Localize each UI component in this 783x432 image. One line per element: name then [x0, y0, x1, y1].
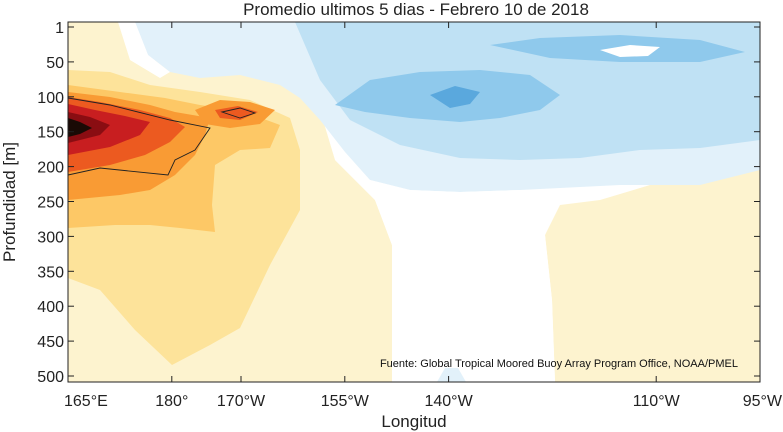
y-tick-label: 300 — [37, 229, 64, 246]
contour-cool-white — [600, 45, 660, 57]
y-tick-label: 450 — [37, 334, 64, 351]
y-tick-label: 200 — [37, 160, 64, 177]
y-axis-label: Profundidad [m] — [0, 142, 19, 262]
contour-neutral-band — [118, 22, 170, 78]
y-tick-label: 50 — [46, 55, 64, 72]
x-axis-label: Longitud — [381, 412, 446, 431]
contour-warm-1b — [545, 165, 760, 382]
y-tick-label: 500 — [37, 369, 64, 386]
contour-neutral-center — [335, 160, 555, 382]
y-tick-label: 250 — [37, 195, 64, 212]
contour-line-small — [220, 107, 257, 119]
x-tick-label: 110°W — [633, 393, 681, 410]
y-tick-label: 150 — [37, 125, 64, 142]
x-tick-label: 140°W — [424, 393, 473, 410]
x-tick-label: 165°E — [64, 393, 108, 410]
x-tick-label: 155°W — [321, 393, 370, 410]
contour-cool-4 — [430, 86, 480, 108]
x-tick-label: 95°W — [743, 393, 783, 410]
contour-line-outer — [68, 97, 211, 176]
contour-warm-8 — [68, 118, 92, 137]
chart-title: Promedio ultimos 5 dias - Febrero 10 de … — [243, 0, 589, 19]
y-tick-label: 100 — [37, 90, 64, 107]
contour-warm-5b — [215, 106, 258, 120]
y-tick-label: 1 — [55, 20, 64, 37]
source-note: Fuente: Global Tropical Moored Buoy Arra… — [380, 358, 738, 370]
y-tick-label: 350 — [37, 264, 64, 281]
x-tick-label: 170°W — [217, 393, 266, 410]
y-tick-label: 400 — [37, 299, 64, 316]
plot-area: Fuente: Global Tropical Moored Buoy Arra… — [68, 22, 760, 382]
x-tick-label: 180° — [155, 393, 188, 410]
x-axis: 165°E 180° 170°W 155°W 140°W 110°W 95°W — [64, 22, 783, 410]
contour-cool-bottom — [437, 368, 466, 382]
